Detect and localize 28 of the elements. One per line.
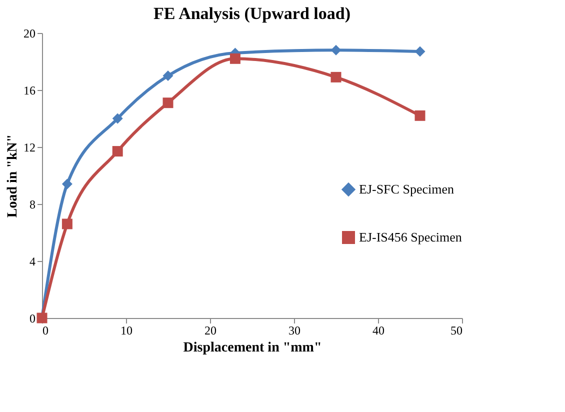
point	[330, 72, 342, 82]
point	[62, 178, 72, 190]
y-tick-label: 0	[30, 312, 36, 326]
point	[112, 146, 123, 157]
point	[414, 46, 426, 57]
y-tick-label: 20	[24, 26, 36, 40]
point	[414, 110, 426, 121]
y-tick-label: 8	[30, 198, 36, 212]
x-tick-label: 20	[204, 324, 216, 338]
legend-label: EJ-IS456 Specimen	[359, 230, 462, 244]
point	[112, 113, 123, 124]
x-tick-label: 10	[120, 324, 132, 338]
legend-label: EJ-SFC Specimen	[359, 182, 454, 196]
y-tick-label: 12	[24, 140, 36, 154]
x-tick-label: 0	[42, 324, 48, 338]
point	[162, 98, 174, 108]
chart-title: FE Analysis (Upward load)	[154, 4, 350, 23]
y-axis-title: Load in "kN"	[6, 134, 20, 218]
point	[162, 70, 174, 81]
point	[62, 218, 72, 230]
x-tick-label: 30	[288, 324, 300, 338]
y-tick-label: 4	[30, 254, 36, 268]
x-tick-label: 40	[372, 324, 384, 338]
y-tick-label: 16	[24, 84, 36, 98]
point	[230, 53, 240, 64]
x-axis-title: Displacement in "mm"	[183, 340, 322, 356]
x-tick-label: 50	[450, 324, 462, 338]
point	[330, 44, 342, 56]
